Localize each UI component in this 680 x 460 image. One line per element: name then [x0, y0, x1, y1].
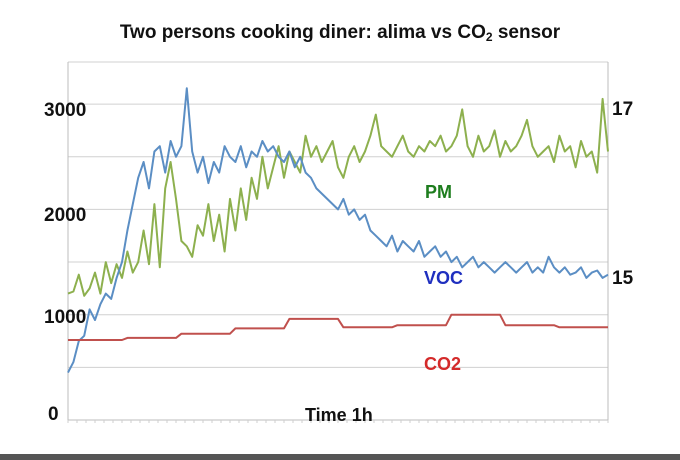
y2-tick-17: 17: [612, 99, 634, 120]
y-tick-1000: 1000: [44, 307, 87, 328]
x-axis-label: Time 1h: [305, 405, 373, 425]
chart-title-subscript: 2: [485, 30, 493, 44]
chart-title-main: Two persons cooking diner: alima vs CO: [119, 22, 486, 43]
y2-tick-15: 15: [612, 268, 634, 289]
axes: [67, 62, 609, 423]
y-tick-2000: 2000: [44, 205, 87, 226]
y-tick-3000: 3000: [44, 100, 87, 121]
series-line-pm: [67, 97, 609, 297]
series-label-voc: VOC: [424, 268, 464, 288]
series-line-voc: [67, 87, 609, 374]
series-label-co2: CO2: [424, 354, 462, 374]
series-line-co2: [68, 313, 608, 341]
series-label-pm: PM: [425, 182, 452, 202]
y-tick-0: 0: [48, 404, 59, 425]
chart-title-tail: sensor: [492, 22, 561, 43]
bottom-bar: [0, 454, 680, 460]
series-lines: [67, 87, 609, 374]
gridlines: [68, 61, 608, 421]
chart-title: Two persons cooking diner: alima vs CO2 …: [0, 22, 680, 44]
